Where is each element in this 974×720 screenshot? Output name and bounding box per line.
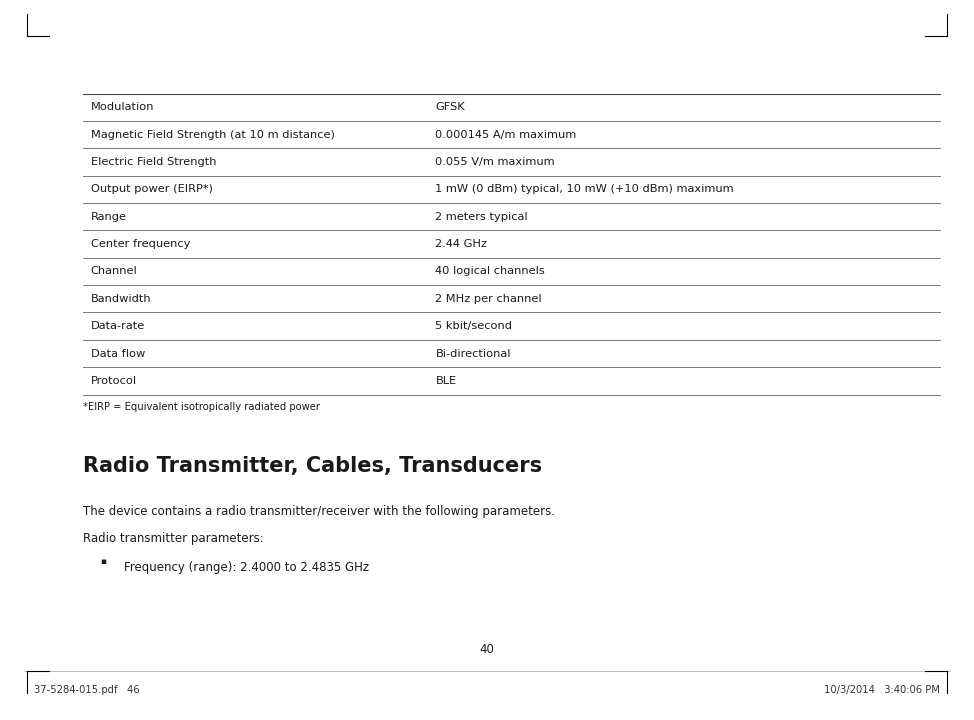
Text: Bandwidth: Bandwidth [91, 294, 151, 304]
Text: Data flow: Data flow [91, 348, 145, 359]
Text: Range: Range [91, 212, 127, 222]
Text: BLE: BLE [435, 376, 457, 386]
Text: Modulation: Modulation [91, 102, 154, 112]
Text: ▪: ▪ [100, 557, 106, 566]
Text: Magnetic Field Strength (at 10 m distance): Magnetic Field Strength (at 10 m distanc… [91, 130, 334, 140]
Text: 10/3/2014   3:40:06 PM: 10/3/2014 3:40:06 PM [824, 685, 940, 695]
Text: *EIRP = Equivalent isotropically radiated power: *EIRP = Equivalent isotropically radiate… [83, 402, 319, 412]
Text: 5 kbit/second: 5 kbit/second [435, 321, 512, 331]
Text: Output power (EIRP*): Output power (EIRP*) [91, 184, 212, 194]
Text: 40: 40 [479, 643, 495, 656]
Text: 40 logical channels: 40 logical channels [435, 266, 545, 276]
Text: 37-5284-015.pdf   46: 37-5284-015.pdf 46 [34, 685, 139, 695]
Text: 2 MHz per channel: 2 MHz per channel [435, 294, 542, 304]
Text: Channel: Channel [91, 266, 137, 276]
Text: 0.055 V/m maximum: 0.055 V/m maximum [435, 157, 555, 167]
Text: 1 mW (0 dBm) typical, 10 mW (+10 dBm) maximum: 1 mW (0 dBm) typical, 10 mW (+10 dBm) ma… [435, 184, 734, 194]
Text: 2 meters typical: 2 meters typical [435, 212, 528, 222]
Text: Center frequency: Center frequency [91, 239, 190, 249]
Text: Electric Field Strength: Electric Field Strength [91, 157, 216, 167]
Text: Radio transmitter parameters:: Radio transmitter parameters: [83, 532, 264, 545]
Text: Data-rate: Data-rate [91, 321, 145, 331]
Text: Bi-directional: Bi-directional [435, 348, 511, 359]
Text: 0.000145 A/m maximum: 0.000145 A/m maximum [435, 130, 577, 140]
Text: Frequency (range): 2.4000 to 2.4835 GHz: Frequency (range): 2.4000 to 2.4835 GHz [124, 561, 369, 574]
Text: Radio Transmitter, Cables, Transducers: Radio Transmitter, Cables, Transducers [83, 456, 542, 476]
Text: Protocol: Protocol [91, 376, 136, 386]
Text: GFSK: GFSK [435, 102, 465, 112]
Text: The device contains a radio transmitter/receiver with the following parameters.: The device contains a radio transmitter/… [83, 505, 555, 518]
Text: 2.44 GHz: 2.44 GHz [435, 239, 487, 249]
